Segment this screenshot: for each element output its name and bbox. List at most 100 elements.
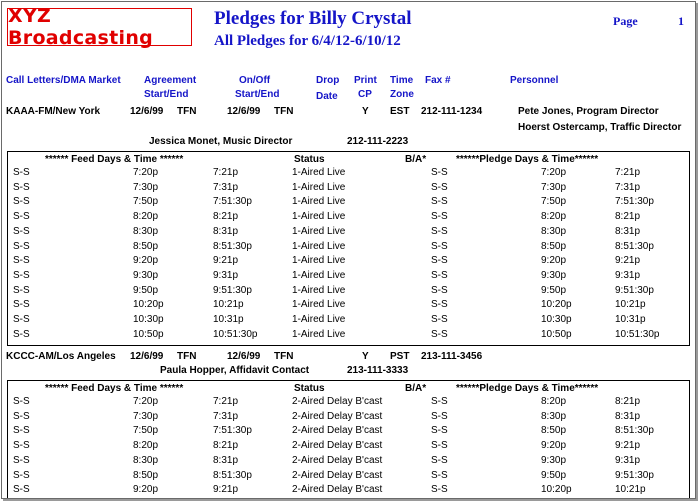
feed-end-time: 7:21p xyxy=(213,167,239,178)
status-cell: 1-Aired Live xyxy=(292,284,346,296)
pledge-end-time: 9:31p xyxy=(615,269,641,281)
pledge-days: S-S xyxy=(431,255,448,267)
report-subtitle: All Pledges for 6/4/12-6/10/12 xyxy=(214,33,401,49)
status-cell: 1-Aired Live xyxy=(292,299,346,311)
feed-end-time: 10:21p xyxy=(213,299,244,311)
feed-start-time: 8:30p xyxy=(133,225,159,237)
col-print-sub: CP xyxy=(358,89,372,100)
feed-days: S-S xyxy=(13,299,30,311)
feed-days: S-S xyxy=(13,314,30,325)
table-row: S-S 10:20p 10:21p 1-Aired Live S-S 10:20p 10:2… xyxy=(8,299,689,314)
pledge-days: S-S xyxy=(431,440,448,452)
feed-start-time: 8:20p xyxy=(133,211,159,223)
col-call-letters: Call Letters/DMA Market xyxy=(6,75,121,86)
pledge-start-time: 8:50p xyxy=(541,425,567,437)
table-row: S-S 7:30p 7:31p 2-Aired Delay B'cast S-S 8:30… xyxy=(8,411,689,426)
feed-end-time: 8:21p xyxy=(213,440,239,452)
station-call-letters: KAAA-FM/New York xyxy=(6,106,101,117)
feed-start-time: 9:20p xyxy=(133,255,159,267)
print-cp: Y xyxy=(362,106,369,117)
feed-start-time: 10:50p xyxy=(133,328,164,340)
pledge-end-time: 10:21p xyxy=(615,484,646,496)
print-cp: Y xyxy=(362,351,369,362)
status-cell: 1-Aired Live xyxy=(292,314,346,325)
feed-end-time: 9:21p xyxy=(213,484,239,496)
feed-start-time: 10:20p xyxy=(133,299,164,311)
pledge-end-time: 9:21p xyxy=(615,255,641,267)
col-onoff: On/Off xyxy=(239,75,271,86)
pledge-days: S-S xyxy=(431,314,448,325)
feed-days: S-S xyxy=(13,196,30,208)
contact-phone: 212-111-2223 xyxy=(347,136,409,147)
pledge-end-time: 8:21p xyxy=(615,211,641,223)
page-label: Page xyxy=(613,14,638,28)
pledge-end-time: 9:21p xyxy=(615,440,641,452)
table-row: S-S 10:50p 10:51:30p 1-Aired Live S-S 10:50p 1… xyxy=(8,329,689,344)
pledge-start-time: 10:20p xyxy=(541,484,572,496)
table-row: S-S 8:20p 8:21p 1-Aired Live S-S 8:20p 8:21p xyxy=(8,211,689,226)
feed-start-time: 7:30p xyxy=(133,410,159,422)
pledge-days: S-S xyxy=(431,167,448,178)
feed-days: S-S xyxy=(13,425,30,437)
status-cell: 1-Aired Live xyxy=(292,255,346,267)
table-row: S-S 8:20p 8:21p 2-Aired Delay B'cast S-S 9:20… xyxy=(8,440,689,455)
status-cell: 1-Aired Live xyxy=(292,225,346,237)
feed-end-time: 8:31p xyxy=(213,225,239,237)
header-feed: ****** Feed Days & Time ****** xyxy=(45,383,184,394)
pledge-start-time: 7:20p xyxy=(541,167,567,178)
header-ba: B/A* xyxy=(405,383,427,394)
feed-days: S-S xyxy=(13,240,30,252)
header-ba: B/A* xyxy=(405,154,427,165)
personnel-1: Pete Jones, Program Director xyxy=(518,106,659,117)
pledge-start-time: 9:30p xyxy=(541,269,567,281)
status-cell: 1-Aired Live xyxy=(292,269,346,281)
table-row: S-S 7:20p 7:21p 1-Aired Live S-S 7:20p 7:21p xyxy=(8,167,689,182)
feed-start-time: 9:20p xyxy=(133,484,159,496)
pledge-days: S-S xyxy=(431,484,448,496)
feed-end-time: 8:31p xyxy=(213,454,239,466)
pledge-days: S-S xyxy=(431,240,448,252)
table-row: S-S 9:20p 9:21p 2-Aired Delay B'cast S-S 10:2… xyxy=(8,484,689,498)
feed-end-time: 9:31p xyxy=(213,269,239,281)
status-cell: 2-Aired Delay B'cast xyxy=(292,469,383,481)
col-agreement: Agreement xyxy=(144,75,197,86)
col-agreement-sub: Start/End xyxy=(144,89,189,100)
status-cell: 1-Aired Live xyxy=(292,167,346,178)
status-cell: 2-Aired Delay B'cast xyxy=(292,410,383,422)
pledge-end-time: 9:31p xyxy=(615,454,641,466)
pledge-days: S-S xyxy=(431,396,448,407)
pledge-end-time: 8:21p xyxy=(615,396,641,407)
feed-days: S-S xyxy=(13,328,30,340)
pledge-end-time: 8:51:30p xyxy=(615,425,654,437)
feed-start-time: 7:20p xyxy=(133,167,159,178)
pledge-days: S-S xyxy=(431,181,448,193)
onoff-start: 12/6/99 xyxy=(227,351,261,362)
status-cell: 2-Aired Delay B'cast xyxy=(292,484,383,496)
pledge-start-time: 10:30p xyxy=(541,314,572,325)
feed-end-time: 7:31p xyxy=(213,410,239,422)
pledge-start-time: 9:30p xyxy=(541,454,567,466)
onoff-start: 12/6/99 xyxy=(227,106,261,117)
feed-days: S-S xyxy=(13,454,30,466)
feed-start-time: 7:50p xyxy=(133,425,159,437)
feed-start-time: 7:50p xyxy=(133,196,159,208)
col-time: Time xyxy=(390,75,414,86)
pledge-days: S-S xyxy=(431,410,448,422)
status-cell: 2-Aired Delay B'cast xyxy=(292,425,383,437)
contact-name: Paula Hopper, Affidavit Contact xyxy=(160,365,310,376)
col-fax: Fax # xyxy=(425,75,451,86)
header-status: Status xyxy=(294,154,325,165)
pledge-start-time: 8:30p xyxy=(541,410,567,422)
feed-end-time: 10:31p xyxy=(213,314,244,325)
pledge-start-time: 9:20p xyxy=(541,255,567,267)
status-cell: 1-Aired Live xyxy=(292,240,346,252)
header-pledge: ******Pledge Days & Time****** xyxy=(456,154,599,165)
pledge-start-time: 9:50p xyxy=(541,284,567,296)
pledge-table: ****** Feed Days & Time ****** Status B/… xyxy=(7,380,690,498)
table-row: S-S 9:20p 9:21p 1-Aired Live S-S 9:20p 9:21p xyxy=(8,255,689,270)
feed-days: S-S xyxy=(13,255,30,267)
pledge-start-time: 9:20p xyxy=(541,440,567,452)
table-row: S-S 8:30p 8:31p 1-Aired Live S-S 8:30p 8:31p xyxy=(8,226,689,241)
contact-name: Jessica Monet, Music Director xyxy=(149,136,293,147)
personnel-2: Hoerst Ostercamp, Traffic Director xyxy=(518,122,682,133)
